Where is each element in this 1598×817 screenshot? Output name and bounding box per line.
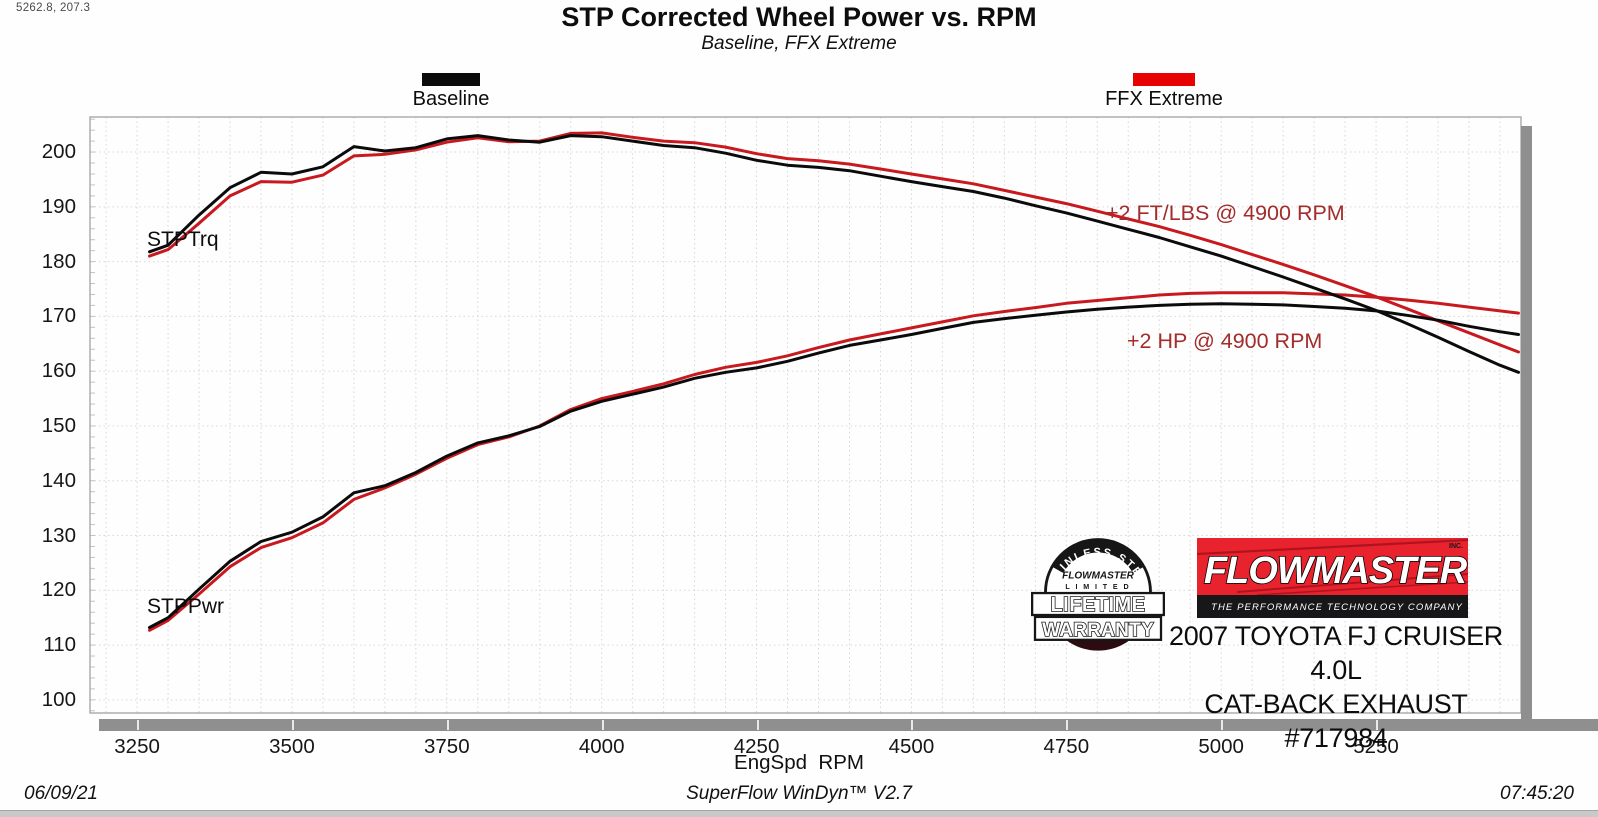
scrollbar-tick [291, 720, 294, 730]
x-tick-label: 4000 [578, 735, 625, 758]
badge-banner: LIFETIME WARRANTY [1031, 591, 1165, 642]
badge-top-arc [1051, 539, 1145, 574]
curve-3 [148, 291, 1520, 632]
power-series-label: STPPwr [147, 595, 225, 618]
footer-date: 06/09/21 [24, 783, 98, 804]
torque-gain-annotation: +2 FT/LBS @ 4900 RPM [1106, 201, 1345, 225]
footer-software-name: SuperFlow WinDyn™ V2.7 [686, 783, 912, 804]
scrollbar-tick [1376, 720, 1379, 730]
curve-0 [148, 134, 1520, 374]
scrollbar-tick [756, 720, 759, 730]
torque-series-label: STPTrq [147, 228, 219, 251]
x-tick-label: 4250 [733, 735, 780, 758]
chart-subtitle: Baseline, FFX Extreme [701, 33, 897, 54]
cursor-position-readout: 5262.8, 207.3 [16, 2, 91, 14]
x-tick-label: 3750 [424, 735, 470, 758]
y-tick-label: 160 [41, 359, 76, 383]
curve-2 [148, 302, 1520, 629]
vehicle-line-2: CAT-BACK EXHAUST #717984 [1204, 689, 1468, 753]
vehicle-line-1: 2007 TOYOTA FJ CRUISER 4.0L [1168, 621, 1503, 685]
y-tick-label: 120 [41, 578, 76, 602]
x-tick-label: 5000 [1198, 735, 1244, 758]
window-bottom-strip [0, 810, 1598, 817]
scrollbar-tick [911, 720, 914, 730]
y-tick-label: 100 [41, 687, 76, 711]
x-tick-label: 4750 [1043, 735, 1090, 758]
lifetime-warranty-badge: STAINLESS STEEL FLOWMASTER L I M I T E D… [1031, 531, 1165, 651]
baseline-legend-label: Baseline [412, 88, 490, 110]
y-tick-label: 180 [41, 249, 76, 273]
y-tick-label: 200 [41, 140, 76, 164]
ffx-extreme-legend-label: FFX Extreme [1105, 88, 1223, 110]
chart-title: STP Corrected Wheel Power vs. RPM [561, 2, 1037, 32]
x-tick-label: 4500 [888, 735, 935, 758]
baseline-legend-swatch [422, 73, 480, 86]
curve-1 [148, 131, 1520, 354]
scrollbar-tick [601, 720, 604, 730]
badge-flowmaster-text: FLOWMASTER [1062, 571, 1135, 582]
y-tick-label: 130 [41, 523, 76, 547]
badge-warranty-text: WARRANTY [1042, 620, 1154, 641]
y-tick-label: 150 [41, 413, 76, 437]
badge-limited-text: L I M I T E D [1065, 583, 1130, 591]
y-tick-label: 140 [41, 468, 76, 492]
rpm-axis-scrollbar[interactable] [99, 719, 1598, 731]
plot-shadow [1521, 126, 1532, 719]
badge-lifetime-text: LIFETIME [1050, 594, 1145, 616]
x-axis-title: EngSpd RPM [734, 751, 864, 774]
scrollbar-tick [137, 720, 140, 730]
y-tick-label: 110 [43, 633, 76, 657]
scrollbar-tick [446, 720, 449, 730]
y-tick-label: 190 [41, 194, 76, 218]
x-tick-label: 3250 [114, 735, 160, 758]
footer-time: 07:45:20 [1500, 783, 1574, 804]
x-tick-label: 5250 [1353, 735, 1399, 758]
scrollbar-tick [1221, 720, 1224, 730]
power-gain-annotation: +2 HP @ 4900 RPM [1127, 329, 1323, 353]
logo-inc-text: INC. [1449, 543, 1463, 550]
flowmaster-logo: FLOWMASTER INC. THE PERFORMANCE TECHNOLO… [1197, 538, 1468, 618]
y-tick-label: 170 [41, 304, 76, 328]
logo-tagline: THE PERFORMANCE TECHNOLOGY COMPANY [1211, 602, 1463, 613]
x-tick-label: 3500 [269, 735, 315, 758]
scrollbar-tick [1066, 720, 1069, 730]
ffx-extreme-legend-swatch [1133, 73, 1195, 86]
vehicle-description: 2007 TOYOTA FJ CRUISER 4.0L CAT-BACK EXH… [1158, 619, 1514, 755]
flowmaster-wordmark: FLOWMASTER [1204, 550, 1468, 592]
